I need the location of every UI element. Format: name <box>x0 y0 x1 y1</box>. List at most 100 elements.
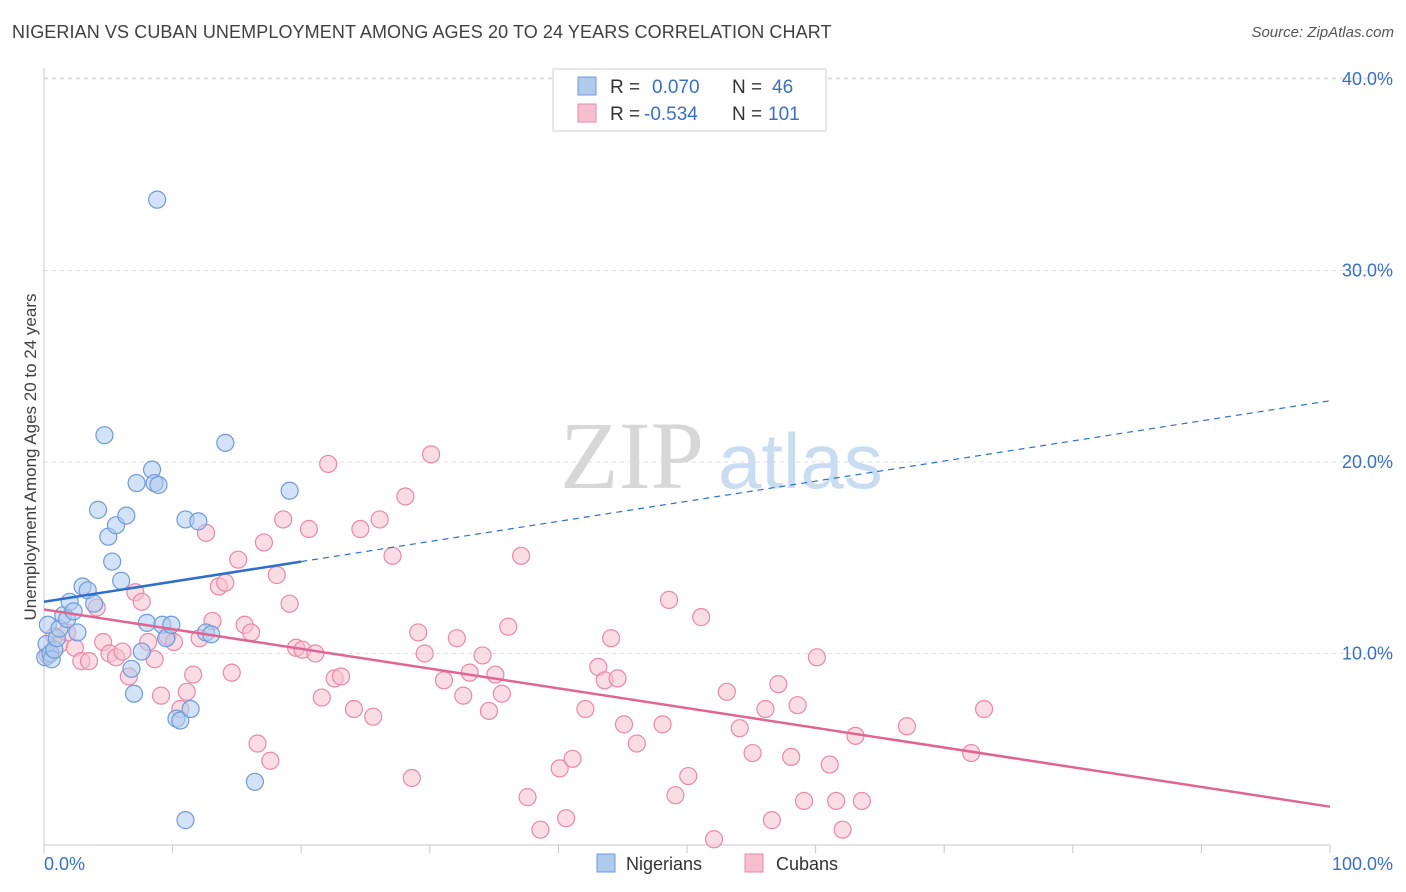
cubans-point <box>113 642 132 661</box>
cubans-point <box>820 755 839 774</box>
cubans-point <box>852 791 871 811</box>
cubans-point <box>499 617 518 636</box>
cubans-point <box>261 751 280 770</box>
cubans-point <box>479 701 499 721</box>
cubans-point <box>666 786 685 805</box>
nigerians-point <box>148 190 167 209</box>
chart-title: NIGERIAN VS CUBAN UNEMPLOYMENT AMONG AGE… <box>12 22 832 42</box>
cubans-point <box>280 594 299 613</box>
cubans-point <box>794 791 814 811</box>
cubans-point <box>531 820 550 839</box>
cubans-point <box>241 623 261 642</box>
cubans-point <box>769 675 788 694</box>
cubans-point <box>421 445 441 464</box>
cubans-points <box>38 445 994 849</box>
cubans-point <box>518 788 537 807</box>
nigerians-point <box>171 711 190 730</box>
grid-lines <box>44 77 1390 654</box>
cubans-point <box>447 629 466 648</box>
bottom-swatch-nigerians <box>596 853 616 873</box>
cubans-point <box>788 696 807 715</box>
nigerians-point <box>117 506 136 525</box>
cubans-point <box>319 454 338 474</box>
legend-n-value-1: 46 <box>772 77 793 98</box>
axes <box>43 68 1331 853</box>
legend-n-label-2: N = <box>732 104 762 125</box>
legend-r-label-2: R = <box>610 104 640 125</box>
nigerians-point <box>181 699 200 719</box>
y-tick-label: 20.0% <box>1342 452 1393 472</box>
cubans-point <box>492 684 511 703</box>
nigerians-point <box>122 659 141 678</box>
y-axis-label: Unemployment Among Ages 20 to 24 years <box>21 294 40 621</box>
cubans-point <box>563 749 582 768</box>
nigerians-point <box>85 594 104 613</box>
nigerians-point <box>189 512 208 531</box>
cubans-point <box>222 663 241 682</box>
legend-swatch-cubans <box>577 103 597 123</box>
cubans-point <box>364 707 383 726</box>
watermark-zip: ZIP <box>560 402 704 509</box>
x-tick-label-end: 100.0% <box>1332 854 1393 874</box>
nigerians-point <box>149 475 168 495</box>
cubans-point <box>897 717 917 736</box>
cubans-point <box>184 665 203 684</box>
cubans-point <box>229 550 248 569</box>
cubans-point <box>679 766 698 786</box>
cubans-point <box>434 671 454 690</box>
cubans-point <box>659 590 679 609</box>
nigerians-point <box>216 433 235 452</box>
cubans-point <box>274 510 293 529</box>
cubans-point <box>415 644 434 663</box>
nigerians-point <box>245 772 265 791</box>
cubans-point <box>370 510 389 529</box>
legend-n-label-1: N = <box>732 77 762 98</box>
cubans-point <box>827 791 846 811</box>
cubans-point <box>974 699 994 719</box>
nigerians-point <box>280 481 299 500</box>
y-tick-label: 30.0% <box>1342 261 1393 281</box>
trend-lines <box>43 400 1331 808</box>
nigerians-trend-line <box>43 560 302 604</box>
cubans-point <box>306 644 325 663</box>
cubans-point <box>602 629 621 648</box>
cubans-point <box>557 809 576 828</box>
cubans-point <box>151 686 171 705</box>
cubans-point <box>730 719 749 738</box>
cubans-point <box>351 519 370 539</box>
nigerians-point <box>68 623 87 642</box>
cubans-point <box>396 487 415 506</box>
nigerians-point <box>127 473 146 493</box>
cubans-point <box>409 623 428 642</box>
cubans-point <box>267 565 286 585</box>
legend-r-label-1: R = <box>610 77 640 98</box>
cubans-point <box>762 811 781 830</box>
y-tick-label: 10.0% <box>1342 644 1393 664</box>
cubans-point <box>383 546 402 565</box>
cubans-point <box>177 682 196 701</box>
cubans-point <box>79 652 99 671</box>
cubans-point <box>614 715 634 734</box>
cubans-point <box>576 699 595 719</box>
source-credit: Source: ZipAtlas.com <box>1251 24 1394 41</box>
nigerians-point <box>124 684 144 703</box>
bottom-legend-cubans: Cubans <box>776 854 838 874</box>
legend-r-value-1: 0.070 <box>652 77 700 98</box>
cubans-point <box>756 699 775 719</box>
nigerians-point <box>132 642 151 661</box>
tick-labels: 10.0% 20.0% 30.0% 40.0% 0.0% 100.0% <box>44 69 1393 874</box>
legend-swatch-nigerians <box>577 76 597 96</box>
nigerians-point <box>95 426 114 445</box>
cubans-point <box>331 667 351 686</box>
cubans-point <box>344 699 364 719</box>
cubans-point <box>653 715 672 734</box>
cubans-point <box>312 688 331 707</box>
cubans-point <box>454 686 473 705</box>
nigerians-point <box>88 500 108 519</box>
cubans-point <box>743 743 762 763</box>
nigerians-point <box>176 811 195 830</box>
cubans-point <box>807 648 826 667</box>
cubans-point <box>512 546 531 565</box>
watermark-atlas: atlas <box>718 417 883 505</box>
